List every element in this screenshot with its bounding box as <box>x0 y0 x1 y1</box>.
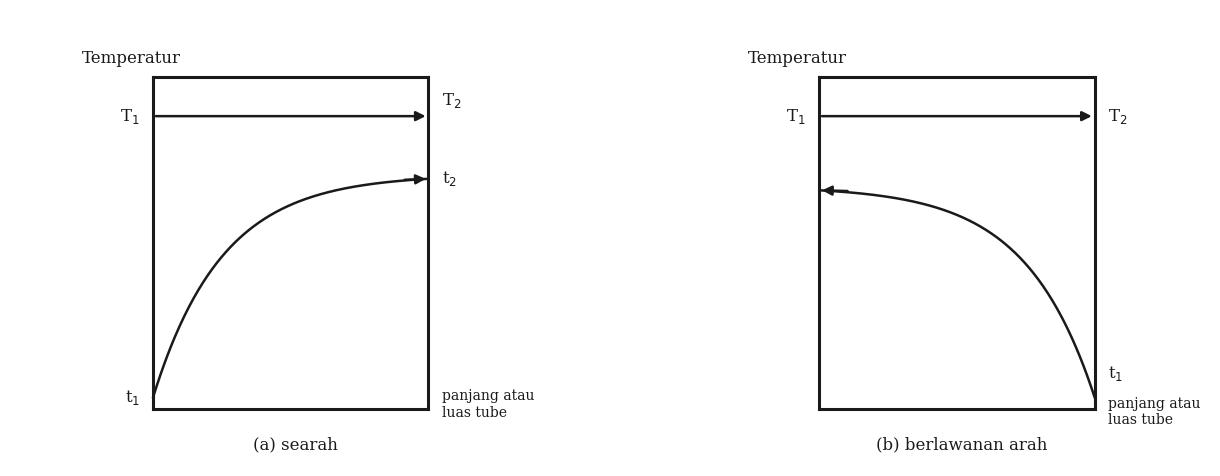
Text: t$_2$: t$_2$ <box>442 169 458 188</box>
Text: Temperatur: Temperatur <box>748 50 847 67</box>
Text: T$_2$: T$_2$ <box>442 91 461 110</box>
Text: panjang atau
luas tube: panjang atau luas tube <box>1108 397 1200 427</box>
Text: (b) berlawanan arah: (b) berlawanan arah <box>876 436 1047 453</box>
Text: (a) searah: (a) searah <box>253 436 338 453</box>
Text: T$_2$: T$_2$ <box>1108 107 1127 126</box>
Text: Temperatur: Temperatur <box>82 50 181 67</box>
Text: t$_1$: t$_1$ <box>124 387 140 407</box>
Text: T$_1$: T$_1$ <box>121 107 140 126</box>
Text: panjang atau
luas tube: panjang atau luas tube <box>442 389 534 419</box>
Text: T$_1$: T$_1$ <box>787 107 806 126</box>
Text: t$_1$: t$_1$ <box>1108 364 1124 383</box>
